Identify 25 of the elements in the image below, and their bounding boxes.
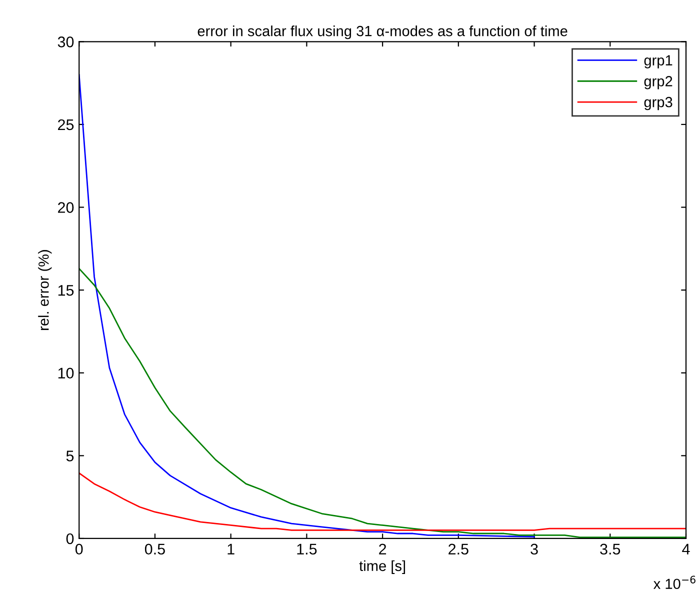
y-tick-label: 30	[58, 36, 74, 48]
line-series	[79, 74, 535, 538]
line-series	[79, 472, 686, 531]
x-tick-label: 0.5	[144, 544, 165, 555]
y-tick-label: 20	[58, 202, 74, 213]
x-tick-label: 1	[228, 544, 234, 554]
chart-title: error in scalar flux using 31 α-modes as a function of time	[198, 26, 568, 40]
x-tick-label: 1.5	[297, 544, 317, 555]
x-tick-label: 2	[379, 544, 386, 554]
y-axis-title: rel. error (%)	[38, 250, 52, 330]
legend-label: grp1	[644, 55, 672, 68]
y-tick-label: 15	[58, 285, 74, 296]
legend-label: grp3	[644, 96, 672, 110]
y-tick-label: 0	[66, 533, 74, 544]
legend-label: grp2	[644, 76, 672, 90]
y-tick-label: 5	[66, 450, 74, 462]
x-tick-label: 0	[75, 544, 83, 555]
x-tick-label: 3	[530, 544, 538, 555]
y-tick-label: 10	[58, 368, 74, 379]
y-tick-label: 25	[58, 119, 74, 130]
text: x 10$^{−6}$	[653, 576, 696, 590]
x-axis-title: time [s]	[359, 560, 406, 574]
x-tick-label: 2.5	[448, 544, 468, 555]
x-tick-label: 4	[682, 544, 690, 554]
x-tick-label: 3.5	[600, 544, 620, 555]
